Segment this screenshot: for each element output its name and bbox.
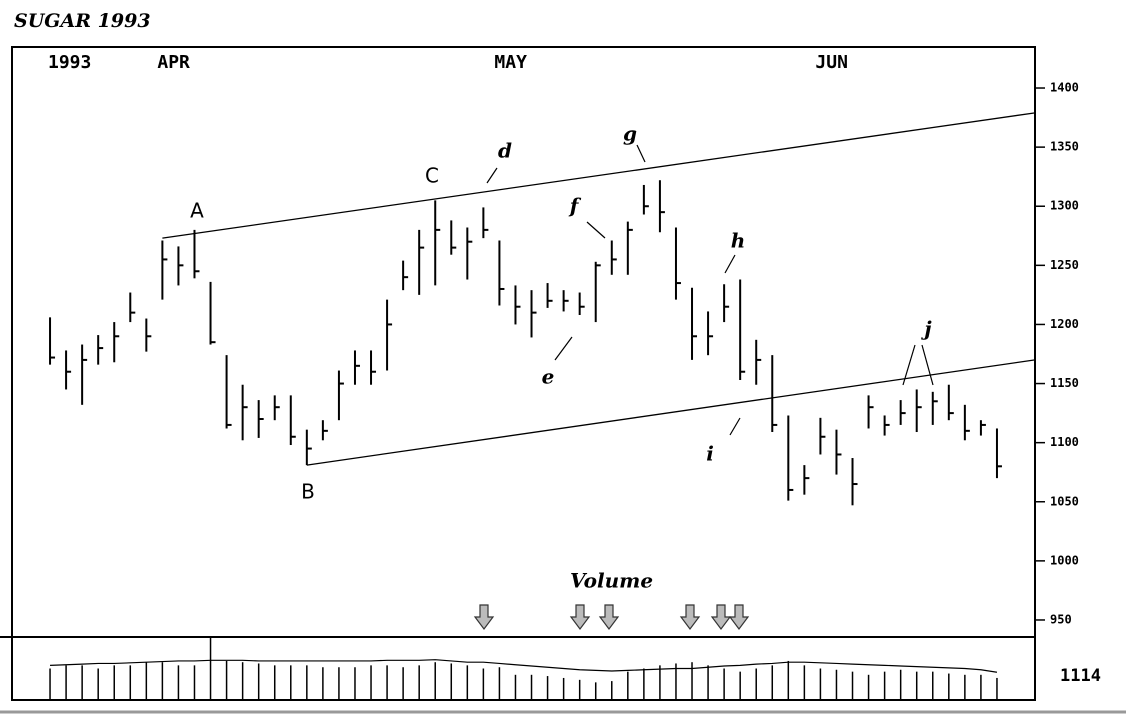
volume-title: Volume — [570, 569, 653, 593]
month-label: APR — [157, 52, 190, 73]
leaders — [486, 144, 934, 436]
leader — [921, 344, 934, 386]
trendline — [162, 112, 1036, 239]
arrows — [473, 604, 750, 630]
label: C — [425, 164, 439, 188]
y-tick-label: 1000 — [1050, 553, 1079, 567]
y-tick-label: 1400 — [1050, 81, 1079, 95]
y-tick-label: 1150 — [1050, 376, 1079, 390]
label: j — [920, 317, 932, 341]
label: A — [190, 199, 204, 223]
month-label: MAY — [494, 52, 527, 73]
y-tick-label: 1200 — [1050, 317, 1079, 331]
arrow — [598, 604, 620, 630]
y-tick-label: 1100 — [1050, 435, 1079, 449]
leader — [724, 254, 736, 274]
label: d — [498, 139, 512, 163]
month-label: JUN — [815, 52, 848, 73]
label: g — [623, 122, 637, 146]
label: i — [706, 442, 714, 466]
arrow — [679, 604, 701, 630]
y-tick-label: 1300 — [1050, 199, 1079, 213]
chart-title: SUGAR 1993 — [14, 10, 151, 32]
leader — [729, 417, 741, 436]
frame — [11, 46, 1036, 701]
leader — [554, 336, 573, 361]
leader — [636, 144, 646, 163]
label: B — [301, 480, 315, 504]
label: f — [568, 194, 582, 218]
open-interest-line — [50, 659, 998, 673]
arrow — [728, 604, 750, 630]
label: e — [542, 365, 555, 389]
year-label: 1993 — [48, 52, 91, 73]
arrow — [710, 604, 732, 630]
leader — [586, 221, 606, 239]
y-tick-label: 1250 — [1050, 258, 1079, 272]
y-tick-label: 1350 — [1050, 140, 1079, 154]
leader — [486, 167, 498, 184]
y-tick-label: 1050 — [1050, 494, 1079, 508]
arrow — [569, 604, 591, 630]
arrow — [473, 604, 495, 630]
last-value-label: 1114 — [1060, 666, 1101, 686]
label: h — [731, 229, 746, 253]
y-tick-label: 950 — [1050, 612, 1072, 626]
trendline — [306, 359, 1036, 466]
